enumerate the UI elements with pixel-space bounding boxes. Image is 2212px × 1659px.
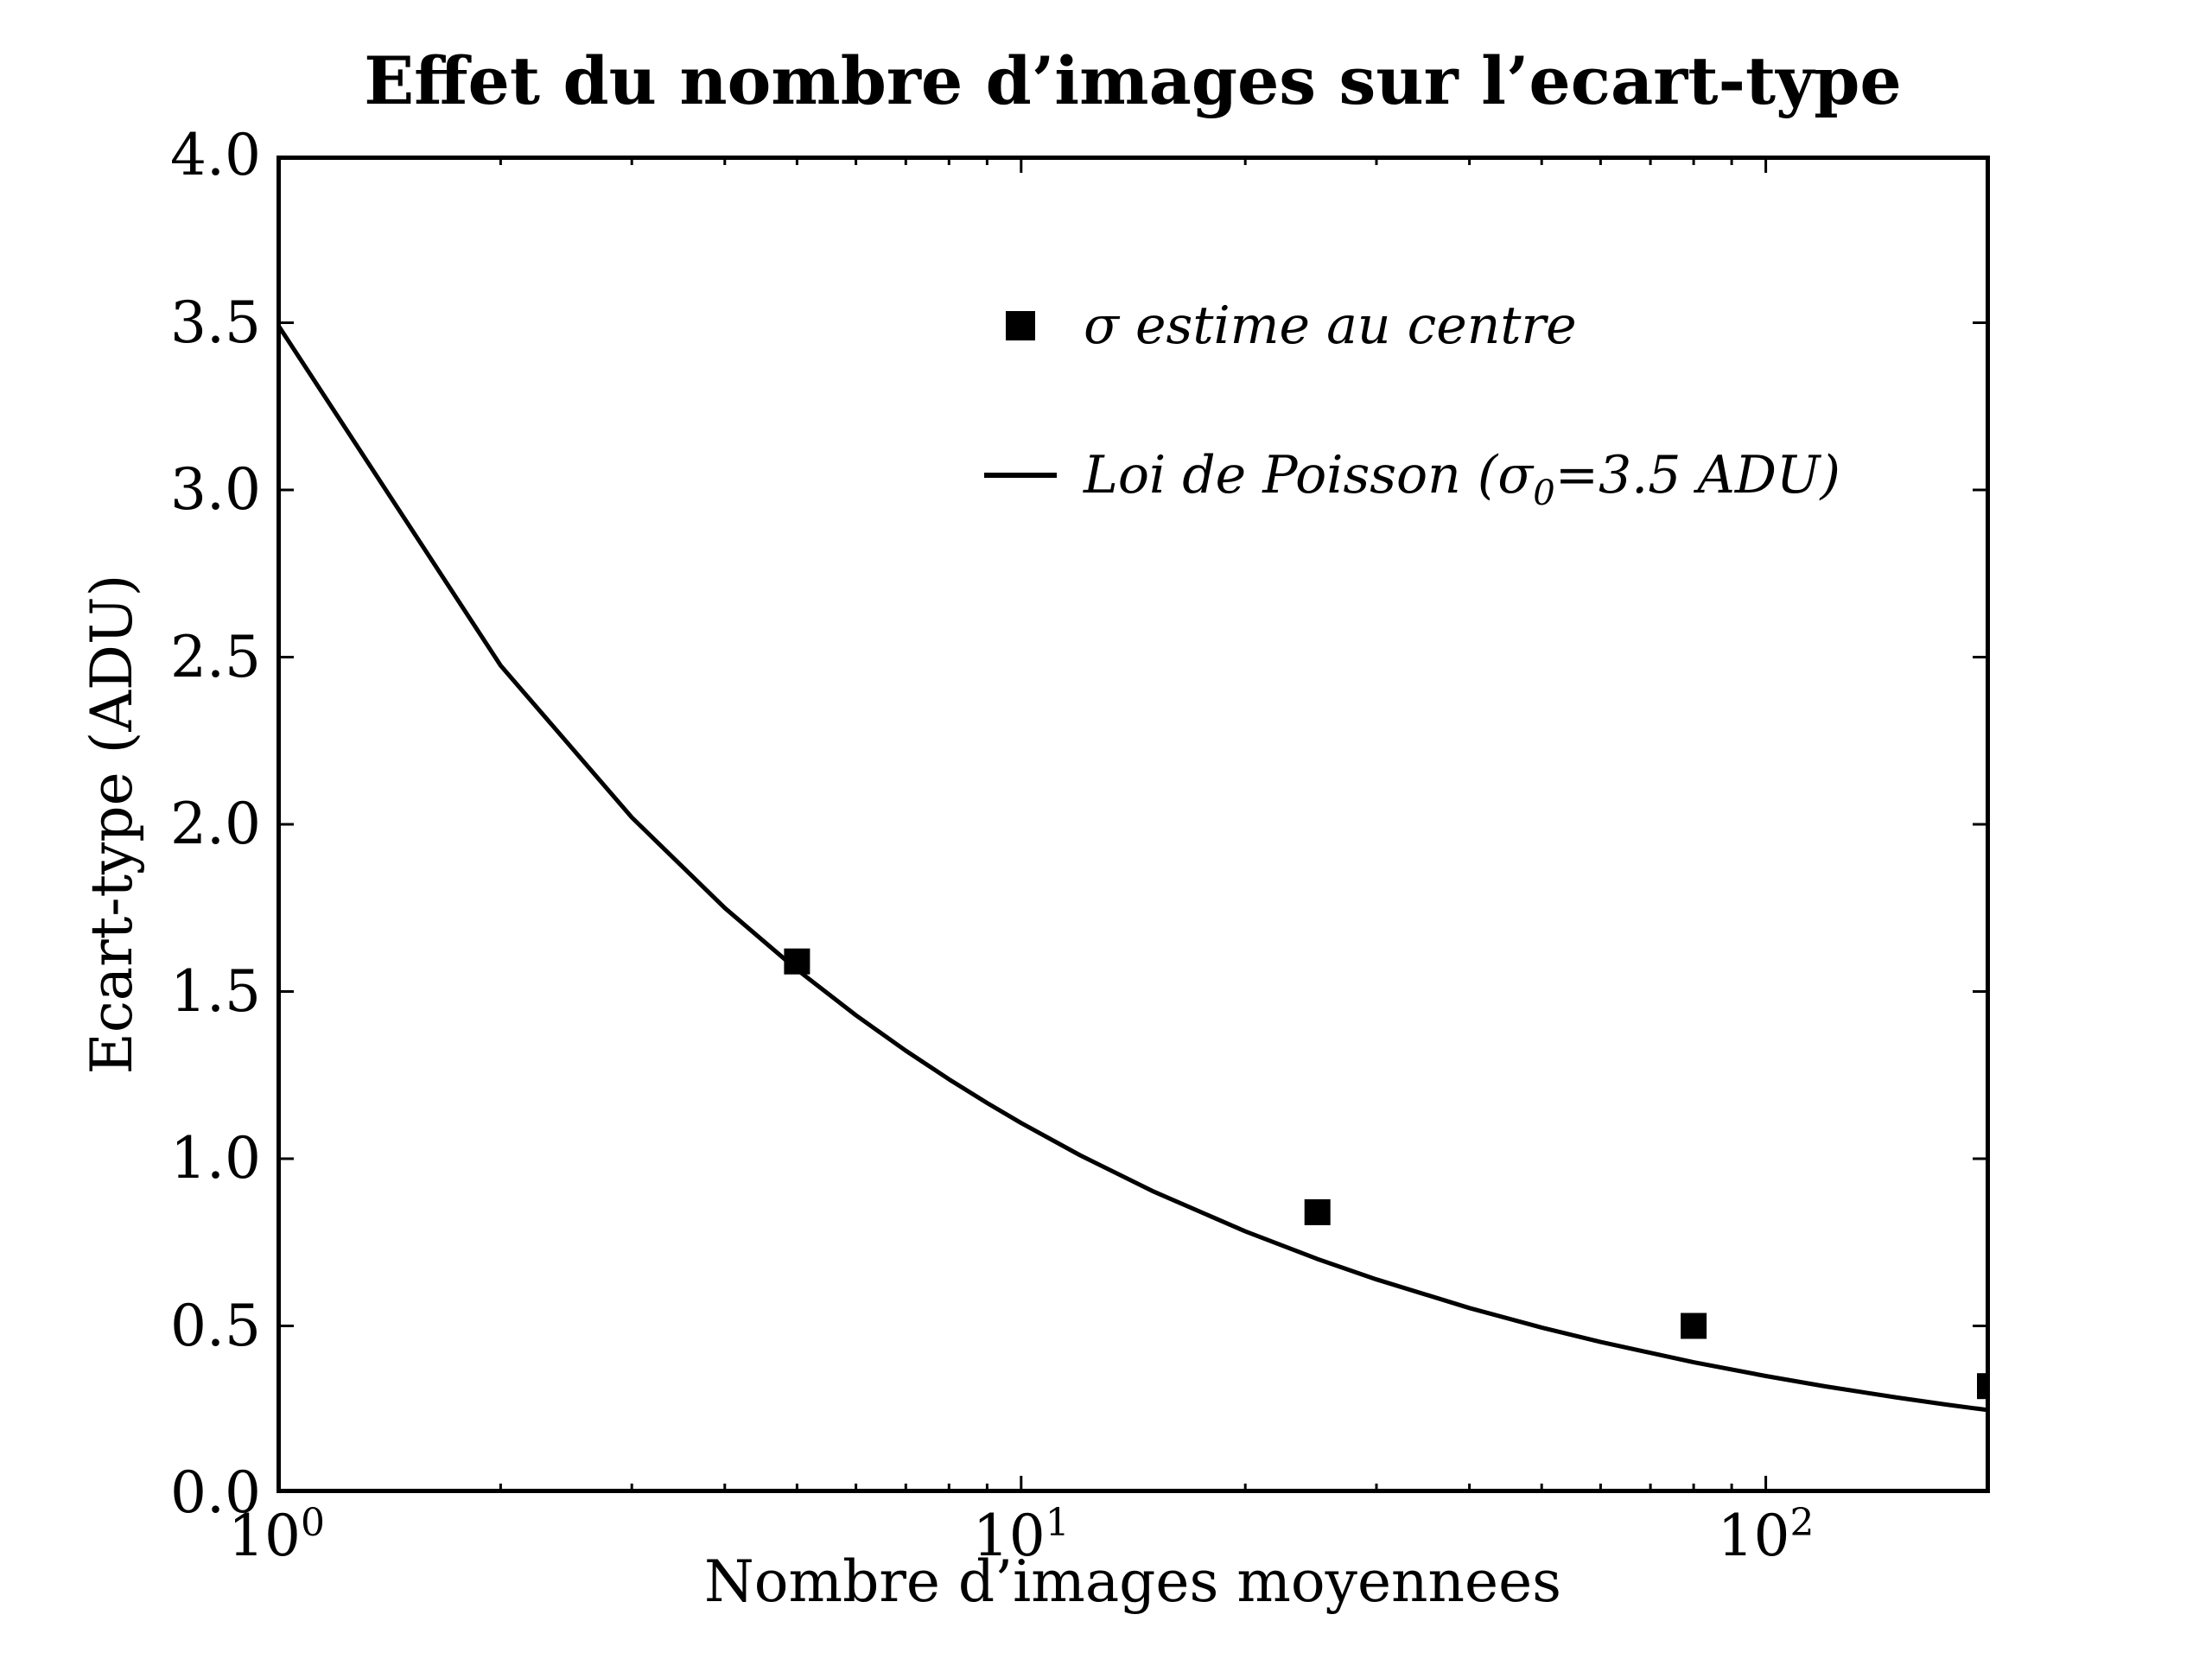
y-tick-label: 1.5 — [170, 957, 261, 1025]
x-tick-label: 101 — [972, 1501, 1070, 1569]
legend-label-poisson: Loi de Poisson (σ0=3.5 ADU) — [1084, 445, 1840, 513]
y-tick-label: 0.0 — [170, 1459, 261, 1526]
y-tick-label: 1.0 — [170, 1125, 261, 1192]
legend-item-sigma: σ estime au centre — [1006, 296, 1577, 356]
y-axis-label: Ecart-type (ADU) — [79, 574, 145, 1075]
data-point-marker — [1304, 1198, 1331, 1225]
plot-border — [276, 156, 1990, 1493]
plot-area — [276, 156, 1990, 1493]
x-tick-label: 100 — [228, 1501, 325, 1569]
y-tick-label: 3.0 — [170, 456, 261, 523]
legend-item-poisson: Loi de Poisson (σ0=3.5 ADU) — [984, 445, 1840, 513]
chart-title: Effet du nombre d’images sur l’ecart-typ… — [364, 42, 1902, 119]
data-point-marker — [1977, 1373, 1990, 1400]
legend-marker-line-icon — [984, 473, 1057, 478]
data-point-marker — [1681, 1313, 1707, 1339]
plot-svg — [276, 156, 1990, 1493]
y-tick-label: 2.0 — [170, 791, 261, 857]
x-axis-label: Nombre d’images moyennees — [704, 1548, 1561, 1615]
y-tick-label: 4.0 — [170, 122, 261, 188]
y-tick-label: 3.5 — [170, 289, 261, 356]
data-point-marker — [784, 948, 810, 975]
x-tick-label: 102 — [1717, 1501, 1815, 1569]
y-tick-label: 2.5 — [170, 623, 261, 690]
y-tick-label: 0.5 — [170, 1292, 261, 1359]
legend-marker-square-icon — [1006, 311, 1035, 340]
legend-label-sigma: σ estime au centre — [1084, 296, 1577, 356]
